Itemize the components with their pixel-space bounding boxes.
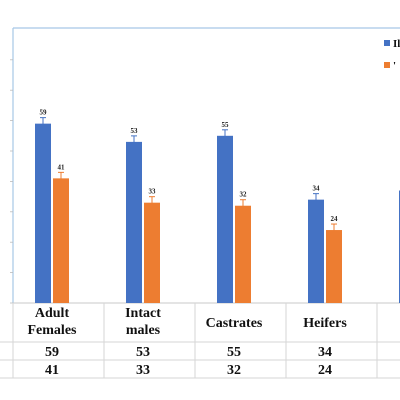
table-cell: 33 xyxy=(136,363,150,378)
table-cell: 55 xyxy=(227,345,241,360)
category-label: Females xyxy=(28,323,78,338)
table-cell: 41 xyxy=(45,363,59,378)
bar xyxy=(144,202,160,303)
table-cell: 24 xyxy=(318,363,332,378)
data-label: 59 xyxy=(40,109,48,117)
data-label: 41 xyxy=(58,163,66,171)
legend-label: ' xyxy=(393,60,396,72)
bar xyxy=(308,199,324,303)
data-label: 55 xyxy=(222,121,230,129)
category-label: males xyxy=(126,323,161,338)
bar xyxy=(126,141,142,303)
data-label: 24 xyxy=(331,215,339,223)
legend-swatch xyxy=(384,62,390,68)
bar xyxy=(35,123,51,303)
table-cell: 59 xyxy=(45,345,59,360)
bar xyxy=(217,135,233,303)
bar xyxy=(235,205,251,303)
bar xyxy=(53,178,69,303)
data-label: 33 xyxy=(149,188,157,196)
legend-label: Il xyxy=(393,38,400,50)
data-label: 53 xyxy=(131,127,139,135)
table-cell: 32 xyxy=(227,363,241,378)
category-label: Heifers xyxy=(303,316,347,331)
category-label: Intact xyxy=(125,306,161,321)
legend-swatch xyxy=(384,40,390,46)
data-label: 32 xyxy=(240,191,248,199)
table-cell: 34 xyxy=(318,345,332,360)
category-label: Adult xyxy=(35,306,70,321)
table-cell: 53 xyxy=(136,345,150,360)
category-label: Castrates xyxy=(206,316,263,331)
data-label: 34 xyxy=(313,185,321,193)
bar xyxy=(326,230,342,303)
